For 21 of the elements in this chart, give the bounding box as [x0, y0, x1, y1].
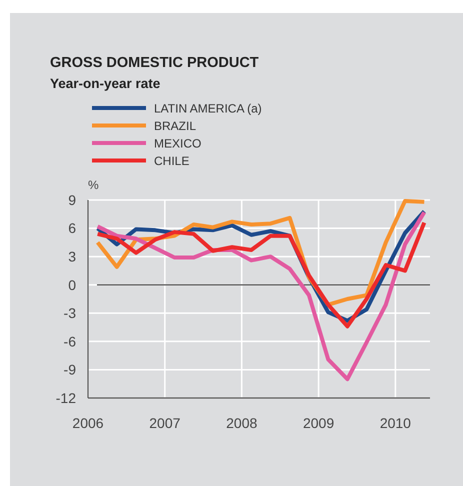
y-tick-label: 3 — [68, 248, 76, 264]
x-tick-label: 2008 — [226, 415, 258, 431]
y-axis-title: % — [88, 178, 99, 192]
y-tick-label: -6 — [64, 333, 76, 350]
x-tick-label: 2009 — [302, 415, 334, 431]
y-tick-label: 6 — [68, 220, 76, 236]
line-series — [96, 210, 426, 382]
legend-label: LATIN AMERICA (a) — [154, 102, 262, 116]
legend-label: BRAZIL — [154, 119, 196, 133]
y-tick-label: 0 — [68, 276, 76, 293]
legend-label: CHILE — [154, 154, 190, 168]
y-tick-label: -3 — [64, 305, 76, 322]
legend-label: MEXICO — [154, 136, 202, 150]
chart-title: GROSS DOMESTIC PRODUCT — [50, 55, 259, 71]
x-tick-label: 2006 — [72, 415, 104, 431]
x-tick-label: 2010 — [380, 415, 412, 431]
y-tick-label: -9 — [64, 362, 76, 378]
chart-subtitle: Year-on-year rate — [50, 76, 161, 91]
y-tick-label: -12 — [56, 390, 76, 406]
x-tick-label: 2007 — [149, 415, 181, 431]
y-tick-label: 9 — [68, 192, 76, 208]
